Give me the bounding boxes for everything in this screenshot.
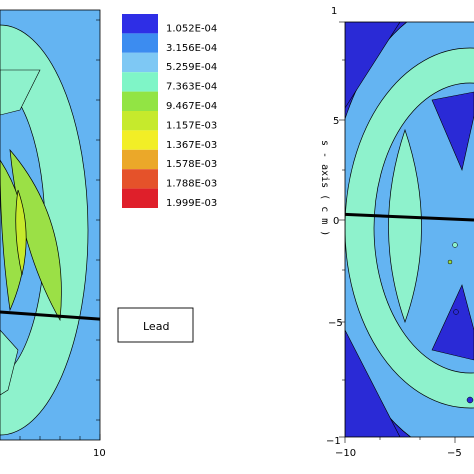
legend-label-1: 3.156E-04 (166, 43, 217, 54)
lead-callout-box (117, 307, 194, 343)
right-plot-area: 1 5 0 −5 −1 −10 −5 s - axis ( c m ) (319, 6, 474, 459)
legend-label-0: 1.052E-04 (166, 23, 217, 34)
legend-swatch-9 (122, 188, 158, 208)
right-corner-bottom (345, 329, 401, 437)
left-right-ticks (96, 19, 100, 421)
left-vane-top (0, 69, 41, 116)
legend-swatch-6 (122, 130, 158, 150)
right-x-tick-neg5: −5 (447, 448, 462, 459)
right-x-tick-neg10: −10 (335, 448, 356, 459)
legend-swatch-7 (122, 149, 158, 170)
right-plot-frame (344, 21, 474, 438)
legend-label-4: 9.467E-04 (166, 101, 217, 112)
right-left-ticks (339, 21, 345, 438)
right-y-tick-0: 0 (333, 216, 339, 227)
left-plot-frame (0, 9, 101, 441)
left-x-tick-label: 10 (93, 448, 106, 459)
lead-callout: Lead (117, 307, 194, 343)
left-plot-area: 10 (0, 9, 106, 459)
left-lead-line (0, 310, 100, 321)
legend-label-7: 1.578E-03 (166, 159, 217, 170)
right-lead-line (345, 212, 474, 222)
legend-label-2: 5.259E-04 (166, 62, 217, 73)
right-y-tick-neg5: −5 (328, 318, 343, 329)
right-y-axis-label: s - axis ( c m ) (319, 140, 330, 236)
legend-label-3: 7.363E-04 (166, 82, 217, 93)
legend-swatch-5 (122, 111, 158, 131)
right-y-tick-top: 1 (331, 6, 337, 17)
legend-swatch-4 (122, 91, 158, 111)
right-bottom-ticks (344, 437, 456, 443)
left-bottom-ticks (19, 434, 101, 440)
legend-swatch-2 (122, 52, 158, 73)
right-corner-top (345, 22, 401, 109)
right-vane-bottom (431, 284, 474, 361)
right-vane-top (431, 91, 474, 171)
right-y-tick-5: 5 (333, 116, 339, 127)
left-lens-core (15, 189, 27, 276)
right-lens-region (388, 128, 422, 324)
legend-label-5: 1.157E-03 (166, 120, 217, 131)
left-vane-bottom (0, 329, 19, 396)
legend-label-9: 1.999E-03 (166, 198, 217, 209)
legend-swatch-1 (122, 33, 158, 53)
right-y-tick-bottom: −1 (326, 436, 341, 447)
legend-label-8: 1.788E-03 (166, 179, 217, 190)
legend-swatch-3 (122, 72, 158, 92)
legend-swatch-0 (122, 14, 158, 34)
legend-swatch-8 (122, 169, 158, 189)
legend-label-6: 1.367E-03 (166, 140, 217, 151)
color-legend: 1.052E-04 3.156E-04 5.259E-04 7.363E-04 9.46… (122, 14, 217, 209)
lead-callout-label: Lead (143, 320, 169, 333)
